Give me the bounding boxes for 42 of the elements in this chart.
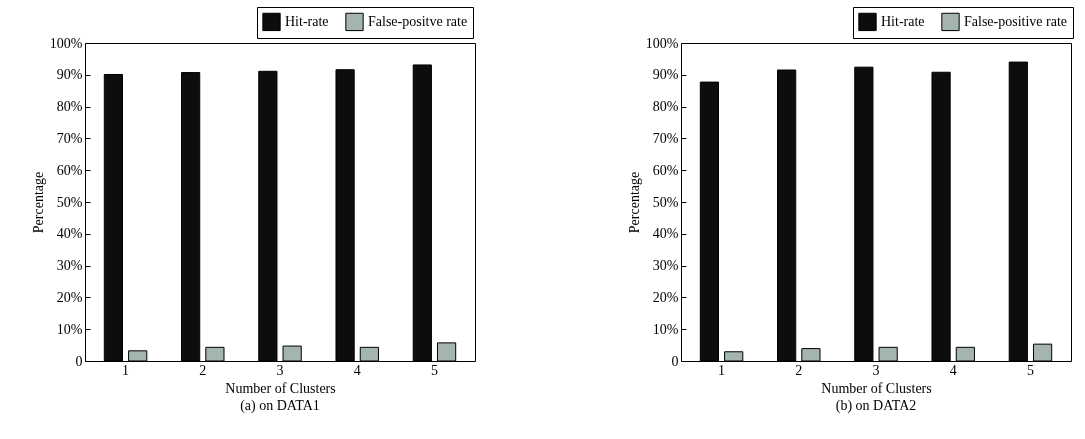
y-tick-label: 30% [56,258,83,274]
x-tick-label: 3 [276,362,284,378]
y-tick-label: 70% [56,130,83,146]
y-tick-label: 100% [645,35,679,51]
y-tick-label: 60% [652,162,679,178]
y-tick-label: 90% [652,67,679,83]
legend-label: False-positive rate [964,13,1068,29]
y-tick-label: 40% [652,226,679,242]
y-tick-label: 10% [652,321,679,337]
y-tick-label: 10% [56,321,83,337]
y-tick-label: 80% [652,99,679,115]
x-tick-label: 5 [1026,362,1034,378]
legend-label: Hit-rate [881,13,925,29]
y-tick-label: 80% [56,99,83,115]
x-tick-label: 4 [353,362,361,378]
y-tick-label: 50% [56,194,83,210]
x-axis-title: Number of Clusters [225,380,336,396]
text: (a) on DATA1 [240,398,320,414]
x-tick-label: 3 [872,362,880,378]
x-tick-label: 1 [718,362,726,378]
y-tick-label: 30% [652,258,679,274]
x-tick-label: 2 [199,362,207,378]
x-tick-label: 1 [122,362,130,378]
x-tick-label: 5 [430,362,438,378]
y-axis-title: Percentage [626,171,642,234]
y-tick-label: 20% [56,289,83,305]
x-tick-label: 2 [795,362,803,378]
y-tick-label: 20% [652,289,679,305]
y-tick-label: 40% [56,226,83,242]
y-tick-label: 100% [49,35,83,51]
text: (b) on DATA2 [835,398,917,414]
y-tick-label: 0 [671,353,679,369]
y-tick-label: 0 [75,353,83,369]
y-tick-label: 70% [652,130,679,146]
legend-label: False-positve rate [368,13,468,29]
x-axis-title: Number of Clusters [821,380,932,396]
x-tick-label: 4 [949,362,957,378]
y-tick-label: 90% [56,67,83,83]
y-axis-title: Percentage [30,171,46,234]
y-tick-label: 50% [652,194,679,210]
y-tick-label: 60% [56,162,83,178]
legend-label: Hit-rate [285,13,329,29]
